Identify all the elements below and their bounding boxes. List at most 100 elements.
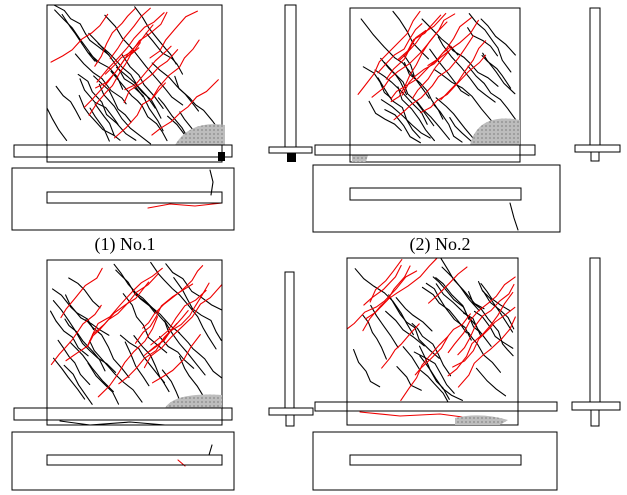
crack <box>377 77 421 139</box>
crack <box>143 284 223 369</box>
cracks <box>46 4 519 467</box>
beam <box>13 407 233 421</box>
crack <box>480 282 511 312</box>
crack <box>385 310 425 347</box>
crack <box>151 334 201 384</box>
crack <box>151 79 219 136</box>
plan-slab <box>349 454 522 466</box>
crack <box>52 300 117 373</box>
crack <box>151 62 200 112</box>
crack <box>89 107 110 142</box>
crack <box>398 12 447 61</box>
wall <box>46 259 223 426</box>
crack <box>50 304 102 366</box>
crack <box>428 266 468 304</box>
crack <box>52 357 86 400</box>
crack <box>457 316 516 388</box>
crack <box>60 267 103 319</box>
crack <box>384 109 422 144</box>
caption: (2) No.2 <box>410 234 471 255</box>
crack <box>51 288 95 331</box>
crack <box>104 11 168 75</box>
plan-view <box>312 164 561 233</box>
crack <box>116 66 162 119</box>
crack <box>89 340 143 403</box>
crack <box>448 44 499 87</box>
crack <box>357 10 421 95</box>
crack <box>150 39 200 101</box>
side-wall <box>284 4 297 148</box>
specimen-2 <box>312 7 621 233</box>
crack <box>124 341 150 387</box>
crack <box>95 24 154 89</box>
crack <box>209 169 214 196</box>
crack <box>457 283 515 356</box>
crack <box>377 23 423 74</box>
crack <box>440 257 485 310</box>
crushed-zone <box>470 118 520 145</box>
crack <box>124 45 172 91</box>
crack <box>119 334 170 393</box>
crack <box>65 294 110 336</box>
crack <box>159 336 195 369</box>
crack <box>413 351 455 394</box>
crack <box>482 52 516 95</box>
crack <box>50 13 109 63</box>
plan-view <box>312 431 558 491</box>
plan-slab <box>349 187 522 201</box>
crack <box>97 316 159 398</box>
crack <box>418 345 463 401</box>
side-wall <box>284 271 295 409</box>
crack <box>178 331 223 379</box>
crack <box>416 101 451 140</box>
crack <box>55 85 82 121</box>
crack <box>363 264 402 306</box>
crack <box>173 277 222 341</box>
crack <box>165 263 223 311</box>
crack <box>402 346 449 402</box>
wall <box>346 257 519 426</box>
side-base <box>285 414 295 427</box>
crack <box>427 17 472 66</box>
crack <box>468 291 514 357</box>
crack <box>400 335 449 401</box>
crack <box>480 18 516 56</box>
crack <box>477 281 514 333</box>
crack <box>370 304 399 349</box>
crushed-zone <box>165 394 222 408</box>
crushed-zone <box>455 415 508 425</box>
crack <box>395 297 433 332</box>
crack <box>145 32 184 75</box>
side-base <box>590 409 600 427</box>
crack <box>369 259 403 303</box>
plan-view <box>11 431 235 491</box>
crack <box>53 4 110 56</box>
crack <box>157 97 189 138</box>
crack <box>421 18 459 56</box>
crack <box>447 276 516 354</box>
crack <box>397 14 442 61</box>
crack <box>419 54 487 114</box>
crack <box>441 266 480 312</box>
crack <box>122 293 168 354</box>
crack <box>452 306 516 368</box>
crack <box>388 294 440 359</box>
crack <box>381 323 420 369</box>
crack <box>353 349 381 388</box>
crack <box>49 310 89 357</box>
crack <box>64 318 106 372</box>
side-wall <box>589 7 601 146</box>
specimen-3 <box>11 259 314 491</box>
crack <box>94 103 115 137</box>
crack <box>390 13 456 103</box>
plan-slab <box>46 191 223 204</box>
crack <box>114 82 166 139</box>
crack <box>68 277 101 309</box>
crack <box>147 202 223 209</box>
crack <box>143 282 210 356</box>
specimen-1 <box>11 4 313 231</box>
crack <box>86 273 159 348</box>
crack <box>134 6 177 65</box>
